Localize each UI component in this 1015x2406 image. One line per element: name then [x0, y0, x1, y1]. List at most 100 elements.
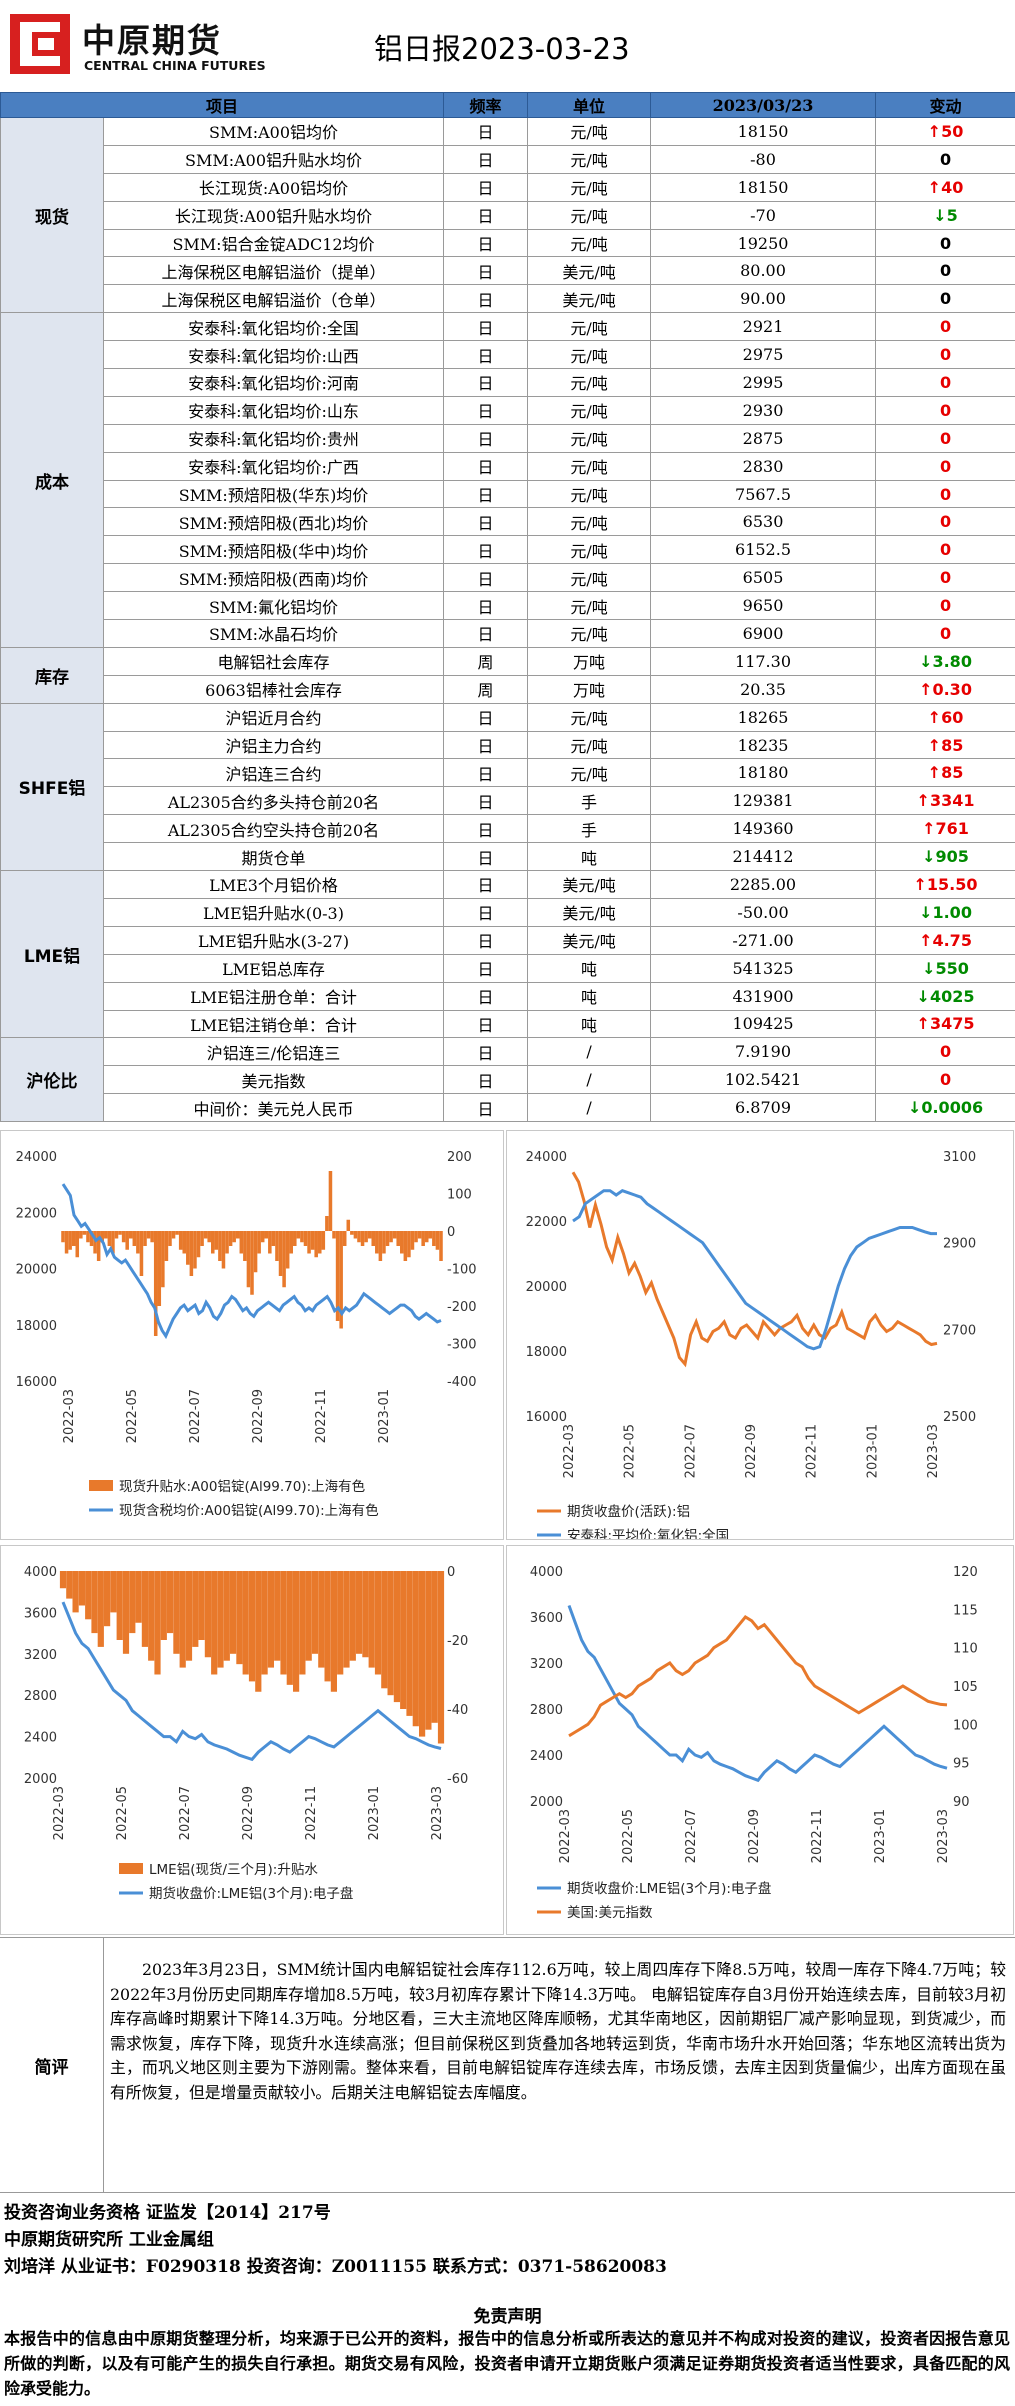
chart-lme-spread-and-price: 2000 2400 2800 3200 3600 4000 0 -20 -40 -60 2022-0… [0, 1545, 504, 1935]
bar-mark [85, 1571, 92, 1620]
y-left-tick-label: 2000 [24, 1772, 57, 1787]
bar-mark [79, 1231, 83, 1239]
y-left-tick-label: 18000 [16, 1319, 57, 1334]
bar-mark [211, 1571, 218, 1675]
y-right-tick-label: 2900 [943, 1237, 976, 1252]
bar-mark [425, 1571, 432, 1730]
table-row: 沪铝主力合约日元/吨 18235 ↑85 [1, 730, 1015, 760]
frequency-cell: 日 [443, 619, 529, 648]
bar-mark [375, 1231, 379, 1254]
table-row: 6063铝棒社会库存周万吨 20.35 ↑0.30 [1, 674, 1015, 704]
change-value: 550 [935, 958, 969, 978]
change-cell: 0 [875, 563, 1015, 593]
frequency-cell: 日 [443, 758, 529, 788]
report-title: 铝日报2023-03-23 [374, 32, 630, 66]
bar-mark [356, 1571, 363, 1654]
change-value: 0 [939, 345, 952, 365]
value-cell: 6505 [650, 563, 877, 593]
item-cell: SMM:预焙阳极(西南)均价 [102, 563, 445, 593]
item-cell: 长江现货:A00铝均价 [102, 172, 445, 202]
bar-mark [198, 1571, 205, 1640]
value-cell: -50.00 [650, 897, 877, 927]
y-right-tick-label: 115 [953, 1603, 978, 1618]
item-cell: 长江现货:A00铝升贴水均价 [102, 200, 445, 230]
frequency-cell: 日 [443, 200, 529, 230]
frequency-cell: 日 [443, 981, 529, 1011]
x-tick-label: 2022-11 [810, 1809, 825, 1863]
bar-mark [275, 1231, 279, 1261]
bar-mark [211, 1231, 215, 1254]
arrow-up-icon: ↑ [922, 819, 936, 839]
bar-mark [255, 1571, 262, 1692]
x-tick-label: 2022-09 [744, 1424, 759, 1478]
bar-mark [261, 1571, 268, 1675]
legend-swatch [119, 1863, 143, 1874]
bar-mark [350, 1231, 354, 1235]
frequency-cell: 日 [443, 563, 529, 593]
bar-mark [136, 1231, 140, 1254]
bar-mark [218, 1231, 222, 1261]
frequency-cell: 日 [443, 479, 529, 509]
frequency-cell: 日 [443, 172, 529, 202]
y-right-tick-label: -300 [447, 1338, 477, 1353]
chart-svg: 16000 18000 20000 22000 24000 200 100 0 -100 -200… [16, 1150, 477, 1519]
change-cell: 0 [875, 1065, 1015, 1095]
x-tick-label: 2022-03 [52, 1786, 67, 1840]
table-row: LME铝注销仓单：合计日吨 109425 ↑3475 [1, 1009, 1015, 1039]
commentary-label: 简评 [0, 1938, 104, 2192]
y-right-tick-label: 100 [953, 1718, 978, 1733]
change-value: 0 [939, 261, 952, 281]
table-row: LME铝注册仓单：合计日吨 431900 ↓4025 [1, 981, 1015, 1011]
x-tick-label: 2022-11 [805, 1424, 820, 1478]
table-row: 安泰科:氧化铝均价:山西日元/吨 2975 0 [1, 340, 1015, 370]
bar-mark [75, 1231, 80, 1258]
y-left-tick-label: 22000 [16, 1206, 57, 1221]
unit-cell: 美元/吨 [527, 897, 652, 927]
y-left-tick-label: 24000 [526, 1150, 567, 1165]
x-tick-label: 2022-03 [562, 1424, 577, 1478]
bar-mark [371, 1231, 376, 1246]
value-cell: -271.00 [650, 925, 877, 955]
bar-mark [186, 1231, 190, 1265]
change-cell: 0 [875, 591, 1015, 621]
y-right-tick-label: 95 [953, 1757, 970, 1772]
unit-cell: 元/吨 [527, 702, 652, 732]
table-row: AL2305合约空头持仓前20名日手 149360 ↑761 [1, 814, 1015, 844]
item-cell: SMM:冰晶石均价 [102, 619, 445, 648]
bar-mark [164, 1231, 169, 1261]
analyst-line: 刘培洋 从业证书：F0290318 投资咨询：Z0011155 联系方式：037… [4, 2257, 667, 2277]
value-cell: 90.00 [650, 284, 877, 314]
bar-mark [382, 1231, 386, 1254]
bar-mark [104, 1231, 108, 1239]
unit-cell: 吨 [527, 981, 652, 1011]
bar-mark [357, 1231, 361, 1243]
change-value: 50 [941, 121, 964, 141]
bar-mark [232, 1231, 236, 1243]
bar-mark [96, 1231, 101, 1261]
bar-mark [118, 1231, 122, 1235]
item-cell: LME3个月铝价格 [102, 870, 445, 899]
x-tick-label: 2023-01 [377, 1389, 392, 1443]
bar-mark [89, 1231, 94, 1246]
bar-mark [93, 1231, 97, 1254]
bar-mark [153, 1231, 158, 1336]
value-cell: 149360 [650, 814, 877, 844]
y-right-tick-label: 2700 [943, 1323, 976, 1338]
frequency-cell: 日 [443, 702, 529, 732]
x-tick-label: 2023-03 [936, 1809, 951, 1863]
bar-mark [414, 1231, 418, 1243]
table-row: 长江现货:A00铝均价日元/吨 18150 ↑40 [1, 172, 1015, 202]
bar-mark [332, 1231, 336, 1239]
bar-mark [346, 1219, 351, 1231]
bar-mark [412, 1571, 419, 1727]
change-value: 0 [939, 596, 952, 616]
bar-mark [339, 1231, 343, 1329]
bar-mark [78, 1571, 85, 1606]
legend-label: 期货收盘价(活跃):铝 [567, 1503, 690, 1520]
y-right-tick-label: -60 [447, 1772, 468, 1787]
bar-mark [236, 1571, 243, 1665]
x-tick-label: 2022-05 [621, 1809, 636, 1863]
legend-label: LME铝(现货/三个月):升贴水 [149, 1861, 318, 1878]
x-tick-label: 2022-11 [314, 1389, 329, 1443]
bar-mark [221, 1231, 226, 1269]
